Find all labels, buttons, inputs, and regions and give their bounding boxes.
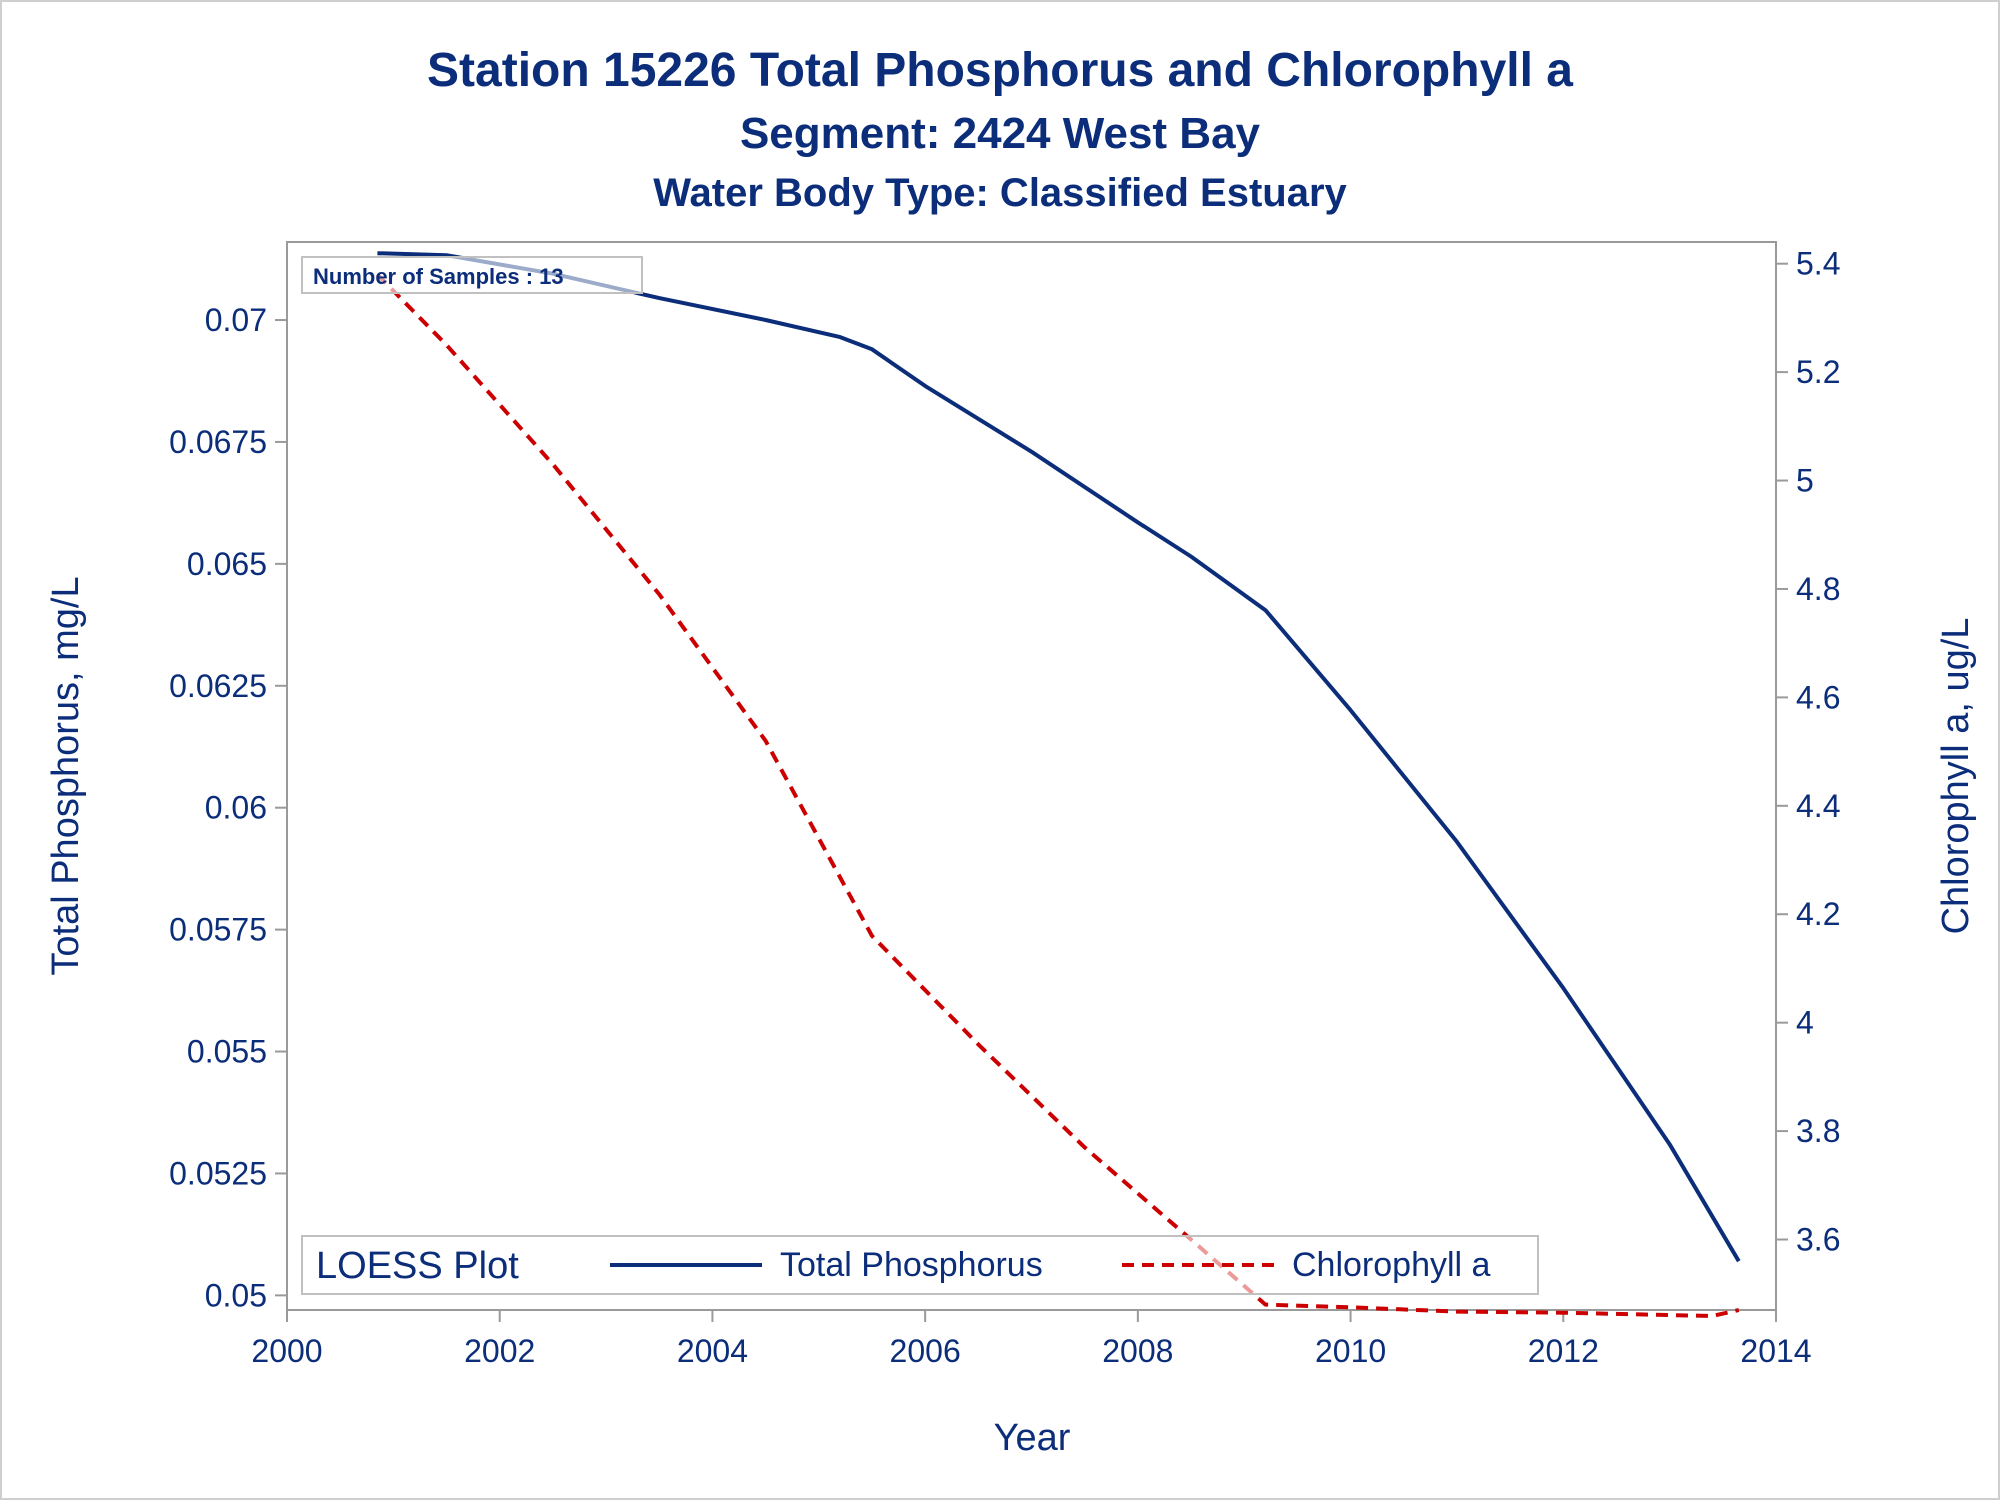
legend-box bbox=[301, 1235, 1539, 1295]
y-tick-label: 0.0575 bbox=[169, 912, 267, 948]
y-tick-label: 0.06 bbox=[205, 790, 267, 826]
y2-tick-label: 5.4 bbox=[1796, 246, 1840, 282]
x-tick-label: 2006 bbox=[890, 1333, 961, 1369]
series-line-total-phosphorus bbox=[377, 251, 1741, 1263]
x-axis-label: Year bbox=[994, 1417, 1071, 1459]
y2-tick-label: 4.2 bbox=[1796, 896, 1840, 932]
x-tick-label: 2000 bbox=[251, 1333, 322, 1369]
series-line-chlorophyll-a bbox=[375, 273, 1740, 1318]
legend-label-total-phosphorus: Total Phosphorus bbox=[780, 1246, 1043, 1284]
y-tick-label: 0.055 bbox=[187, 1034, 267, 1070]
y2-axis-label: Chlorophyll a, ug/L bbox=[1935, 618, 1977, 935]
y2-tick-label: 4 bbox=[1796, 1005, 1814, 1041]
y2-tick-label: 5 bbox=[1796, 463, 1814, 499]
x-tick-label: 2008 bbox=[1102, 1333, 1173, 1369]
y-axis-right: 3.6 3.8 4 4.2 4.4 4.6 4.8 5 5.2 5.4 bbox=[1776, 246, 1840, 1258]
y-axis-left: 0.05 0.0525 0.055 0.0575 0.06 0.0625 0.065 0.06… bbox=[169, 302, 287, 1313]
legend-label-chlorophyll: Chlorophyll a bbox=[1292, 1246, 1491, 1284]
x-tick-label: 2004 bbox=[677, 1333, 748, 1369]
series-group bbox=[375, 251, 1741, 1318]
y-tick-label: 0.065 bbox=[187, 546, 267, 582]
x-tick-label: 2014 bbox=[1740, 1333, 1811, 1369]
y-tick-label: 0.0675 bbox=[169, 424, 267, 460]
legend-title: LOESS Plot bbox=[316, 1245, 519, 1287]
chart-title: Station 15226 Total Phosphorus and Chlor… bbox=[427, 44, 1573, 97]
sample-count-text: Number of Samples : 13 bbox=[313, 264, 564, 289]
y2-tick-label: 3.6 bbox=[1796, 1222, 1840, 1258]
y2-tick-label: 3.8 bbox=[1796, 1113, 1840, 1149]
plot-area bbox=[286, 241, 1777, 1311]
x-tick-label: 2002 bbox=[464, 1333, 535, 1369]
y-tick-label: 0.07 bbox=[205, 302, 267, 338]
sample-count-box bbox=[301, 256, 643, 294]
chart-subtitle: Segment: 2424 West Bay bbox=[740, 109, 1261, 158]
x-tick-label: 2012 bbox=[1528, 1333, 1599, 1369]
y-tick-label: 0.0625 bbox=[169, 668, 267, 704]
y2-tick-label: 4.4 bbox=[1796, 788, 1840, 824]
y-tick-label: 0.05 bbox=[205, 1277, 267, 1313]
y2-tick-label: 5.2 bbox=[1796, 354, 1840, 390]
chart-subtitle-2: Water Body Type: Classified Estuary bbox=[653, 171, 1347, 215]
x-tick-label: 2010 bbox=[1315, 1333, 1386, 1369]
y2-tick-label: 4.8 bbox=[1796, 571, 1840, 607]
y-tick-label: 0.0525 bbox=[169, 1155, 267, 1191]
x-axis: 2000 2002 2004 2006 2008 2010 2012 2014 bbox=[251, 1310, 1812, 1369]
y2-tick-label: 4.6 bbox=[1796, 679, 1840, 715]
y-axis-label: Total Phosphorus, mg/L bbox=[45, 576, 87, 975]
